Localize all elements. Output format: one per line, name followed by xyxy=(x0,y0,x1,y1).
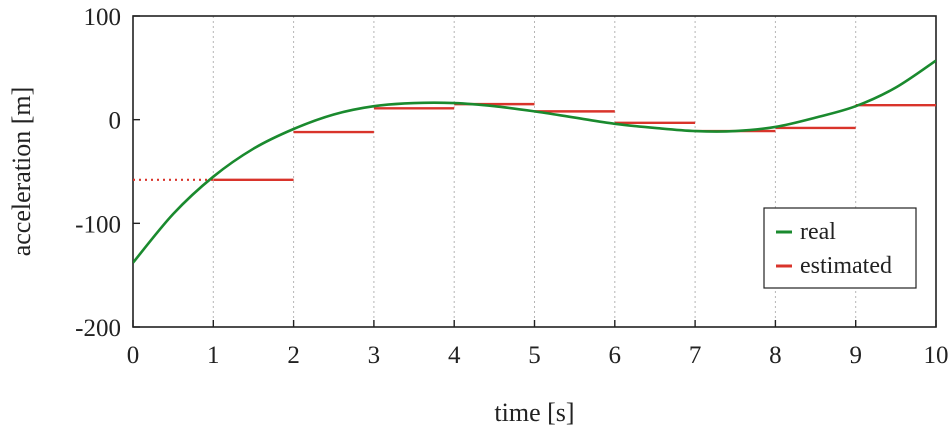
legend-box xyxy=(763,207,917,289)
legend-real-label: real xyxy=(800,219,836,245)
x-tick-label-4: 4 xyxy=(448,342,461,369)
y-tick-label-0: 0 xyxy=(109,108,122,135)
x-tick-label-5: 5 xyxy=(528,342,541,369)
x-tick-label-9: 9 xyxy=(849,342,862,369)
y-axis-label: acceleration [m] xyxy=(7,87,36,257)
x-tick-label-0: 0 xyxy=(127,342,140,369)
axis-ticks: 0 1 2 3 4 5 6 7 8 9 10 100 0 -100 -200 xyxy=(75,4,948,369)
x-axis-label: time [s] xyxy=(494,398,574,427)
x-tick-label-10: 10 xyxy=(924,342,949,369)
grid-lines xyxy=(212,16,857,327)
legend: real estimated xyxy=(763,207,917,289)
x-tick-label-8: 8 xyxy=(769,342,782,369)
y-tick-label--200: -200 xyxy=(75,315,121,342)
x-tick-label-7: 7 xyxy=(689,342,702,369)
real-curve xyxy=(133,59,936,264)
x-tick-label-1: 1 xyxy=(207,342,220,369)
y-tick-label-100: 100 xyxy=(84,4,122,31)
y-tick-label--100: -100 xyxy=(75,211,121,238)
x-tick-label-6: 6 xyxy=(609,342,622,369)
x-tick-label-2: 2 xyxy=(287,342,300,369)
series-layer xyxy=(133,59,936,264)
legend-estimated-label: estimated xyxy=(800,253,892,279)
x-tick-label-3: 3 xyxy=(368,342,381,369)
